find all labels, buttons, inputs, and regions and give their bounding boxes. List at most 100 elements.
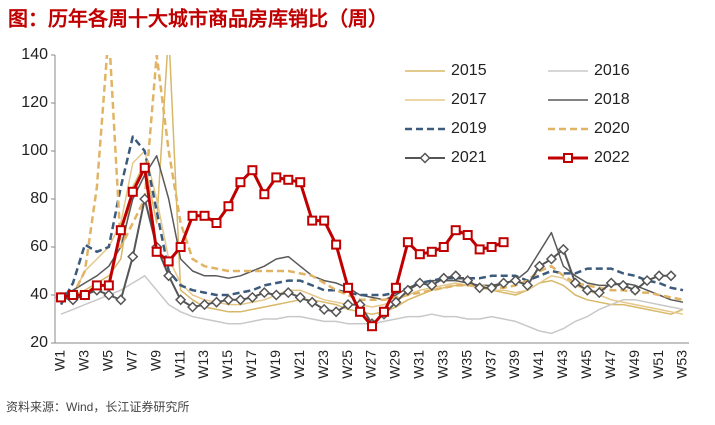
point-marker (319, 215, 330, 226)
point-marker (103, 289, 115, 301)
point-marker (198, 299, 211, 311)
point-marker (426, 246, 437, 257)
y-tick-label: 100 (21, 142, 48, 159)
x-tick-label: W25 (339, 350, 355, 379)
series-line (60, 198, 671, 325)
x-tick-label: W31 (411, 350, 427, 379)
plot-area (55, 55, 684, 335)
point-marker (127, 186, 138, 197)
point-marker (557, 243, 569, 255)
series-line (60, 55, 684, 315)
x-tick-label: W23 (315, 350, 331, 379)
x-tick-label: W33 (434, 350, 450, 379)
series-line (59, 135, 684, 306)
point-marker (127, 251, 139, 263)
point-marker (330, 306, 342, 318)
point-marker (270, 289, 282, 301)
point-marker (199, 210, 210, 221)
point-marker (605, 277, 617, 289)
source-note: 资料来源：Wind，长江证券研究所 (6, 399, 189, 414)
point-marker (222, 294, 235, 306)
point-marker (450, 225, 461, 236)
point-marker (234, 294, 246, 306)
point-marker (163, 256, 174, 267)
point-marker (318, 303, 330, 315)
point-marker (390, 282, 401, 293)
x-tick-label: W5 (100, 350, 116, 371)
point-marker (211, 218, 222, 228)
point-marker (414, 277, 426, 289)
point-marker (498, 277, 510, 289)
point-marker (187, 210, 198, 221)
chart-title: 图：历年各周十大城市商品房库销比（周） (8, 6, 388, 30)
point-marker (306, 296, 318, 308)
point-marker (258, 287, 270, 299)
x-tick-label: W11 (171, 350, 187, 378)
legend-label: 2017 (451, 91, 487, 108)
point-marker (282, 287, 294, 299)
x-tick-label: W41 (530, 350, 546, 379)
point-marker (187, 301, 199, 313)
x-tick-label: W19 (267, 350, 283, 379)
point-marker (175, 242, 186, 252)
point-marker (474, 282, 486, 294)
point-marker (331, 239, 342, 250)
point-marker (414, 249, 425, 260)
y-tick-label: 80 (30, 190, 48, 207)
x-tick-label: W27 (363, 350, 379, 379)
point-marker (223, 201, 234, 212)
point-marker (402, 237, 413, 248)
point-marker (271, 172, 282, 183)
y-tick-label: 140 (21, 46, 48, 63)
point-marker (617, 279, 629, 291)
x-tick-label: W39 (506, 350, 522, 379)
point-marker (486, 242, 497, 252)
point-marker (545, 253, 557, 265)
point-marker (486, 282, 498, 294)
point-marker (79, 290, 90, 300)
point-marker (521, 279, 534, 291)
legend-label: 2016 (594, 62, 630, 79)
x-tick-label: W15 (219, 350, 235, 379)
point-marker (295, 177, 306, 188)
point-marker (378, 306, 389, 317)
x-tick-label: W49 (626, 350, 642, 379)
point-marker (91, 280, 102, 291)
point-marker (115, 294, 127, 306)
legend-label: 2021 (451, 149, 487, 166)
point-marker (283, 174, 294, 185)
point-marker (247, 165, 258, 176)
point-marker (355, 306, 366, 317)
series-line (60, 55, 684, 302)
x-tick-label: W3 (76, 350, 92, 371)
x-tick-label: W7 (123, 350, 139, 371)
point-marker (426, 279, 438, 291)
x-tick-label: W37 (482, 350, 498, 379)
legend-marker (563, 153, 573, 163)
x-tick-label: W29 (387, 350, 403, 379)
x-tick-label: W21 (291, 350, 307, 379)
legend-label: 2022 (594, 149, 630, 166)
y-tick-label: 40 (30, 286, 48, 303)
point-marker (139, 162, 150, 173)
x-tick-label: W47 (602, 350, 618, 379)
legend-label: 2015 (451, 62, 487, 79)
point-marker (665, 270, 677, 282)
x-tick-label: W1 (52, 350, 68, 371)
point-marker (438, 242, 449, 252)
point-marker (533, 260, 546, 272)
point-marker (342, 299, 354, 311)
point-marker (462, 230, 473, 240)
x-tick-label: W43 (554, 350, 570, 379)
point-marker (210, 296, 223, 308)
point-marker (367, 321, 377, 332)
x-tick-label: W53 (674, 350, 690, 379)
point-marker (450, 270, 462, 282)
x-tick-label: W45 (578, 350, 594, 379)
point-marker (581, 284, 593, 296)
y-tick-label: 20 (30, 334, 48, 351)
x-tick-label: W51 (650, 350, 666, 379)
legend-label: 2019 (451, 120, 487, 137)
point-marker (175, 294, 187, 306)
